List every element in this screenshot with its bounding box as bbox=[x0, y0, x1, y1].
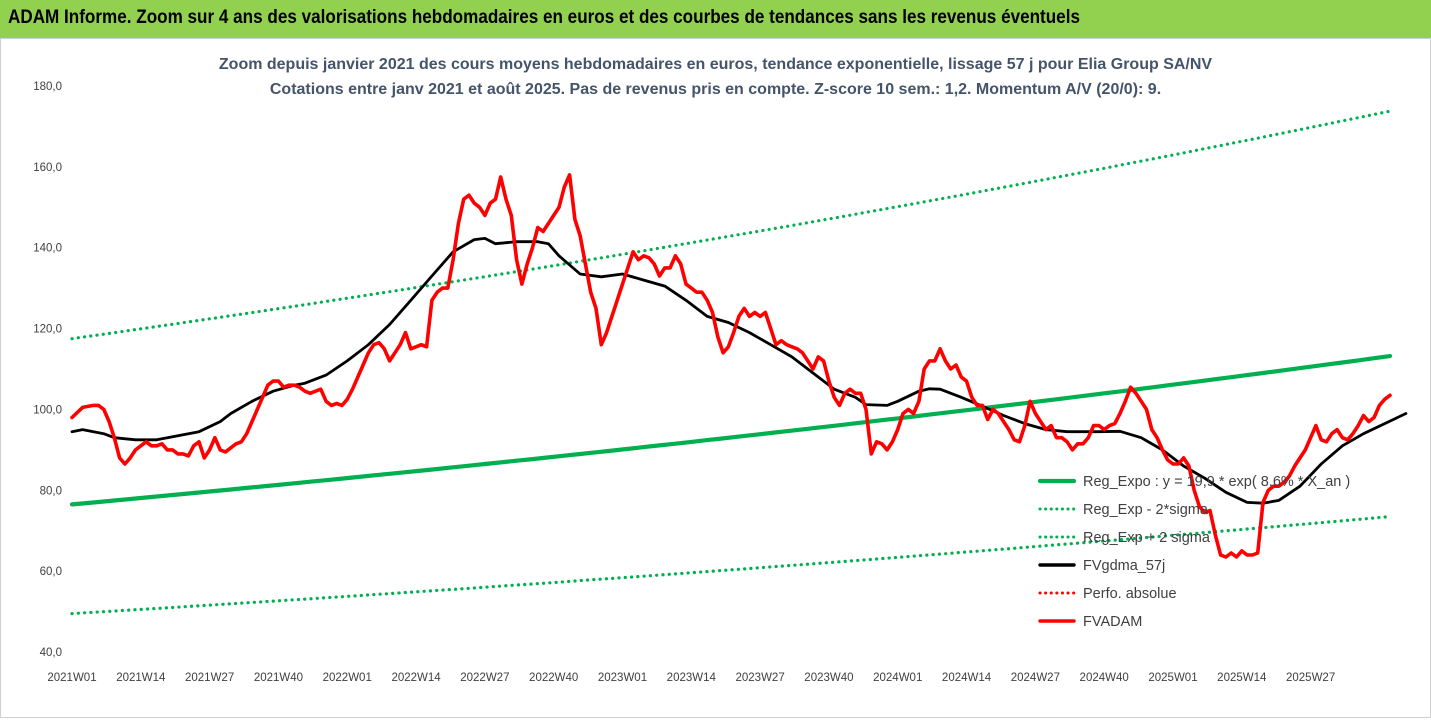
x-tick-label: 2022W40 bbox=[529, 672, 578, 684]
plot-area bbox=[69, 109, 1408, 616]
chart-subtitle: Cotations entre janv 2021 et août 2025. … bbox=[269, 81, 1162, 98]
x-tick-label: 2024W14 bbox=[942, 672, 992, 684]
series-line-3 bbox=[70, 236, 1408, 505]
x-tick-label: 2024W01 bbox=[873, 672, 922, 684]
legend-label: FVADAM bbox=[1083, 614, 1142, 630]
series-line-0 bbox=[69, 354, 1393, 507]
y-tick-label: 180,0 bbox=[33, 81, 62, 93]
series-line-5 bbox=[70, 173, 1392, 559]
y-tick-label: 140,0 bbox=[33, 243, 62, 255]
x-tick-label: 2025W27 bbox=[1286, 672, 1335, 684]
x-tick-label: 2022W14 bbox=[391, 672, 441, 684]
x-tick-label: 2023W01 bbox=[598, 672, 647, 684]
y-axis: 40,0 60,0 80,0 100,0 120,0 140,0 160,0 180,0 bbox=[33, 81, 62, 659]
x-tick-label: 2023W14 bbox=[667, 672, 717, 684]
x-tick-label: 2021W14 bbox=[116, 672, 166, 684]
y-tick-label: 160,0 bbox=[33, 162, 62, 174]
legend-label: Reg_Expo : y = 19,9 * exp( 8,6% * X_an ) bbox=[1083, 474, 1350, 490]
y-tick-label: 60,0 bbox=[40, 566, 62, 578]
chart-title: Zoom depuis janvier 2021 des cours moyen… bbox=[218, 56, 1213, 73]
y-tick-label: 100,0 bbox=[33, 404, 62, 416]
x-tick-label: 2024W27 bbox=[1011, 672, 1060, 684]
series-line-1 bbox=[70, 514, 1392, 616]
x-tick-label: 2021W27 bbox=[185, 672, 234, 684]
x-tick-label: 2022W01 bbox=[323, 672, 372, 684]
y-tick-label: 120,0 bbox=[33, 324, 62, 336]
x-tick-label: 2021W01 bbox=[47, 672, 96, 684]
series-line-2 bbox=[70, 109, 1392, 341]
x-tick-label: 2023W40 bbox=[804, 672, 853, 684]
legend: Reg_Expo : y = 19,9 * exp( 8,6% * X_an )… bbox=[1037, 474, 1350, 630]
x-tick-label: 2024W40 bbox=[1080, 672, 1129, 684]
y-tick-label: 80,0 bbox=[40, 485, 62, 497]
title-banner: ADAM Informe. Zoom sur 4 ans des valoris… bbox=[0, 0, 1431, 38]
legend-label: Reg_Exp - 2*sigma bbox=[1083, 502, 1209, 518]
x-axis: 2021W01 2021W14 2021W27 2021W40 2022W01 2022W… bbox=[47, 672, 1335, 684]
x-tick-label: 2025W01 bbox=[1148, 672, 1197, 684]
legend-label: Perfo. absolue bbox=[1083, 586, 1177, 602]
legend-label: FVgdma_57j bbox=[1083, 558, 1165, 574]
x-tick-label: 2025W14 bbox=[1217, 672, 1267, 684]
banner-title: ADAM Informe. Zoom sur 4 ans des valoris… bbox=[8, 7, 1080, 28]
x-tick-label: 2023W27 bbox=[735, 672, 784, 684]
legend-label: Reg_Exp + 2 sigma bbox=[1083, 530, 1211, 546]
x-tick-label: 2022W27 bbox=[460, 672, 509, 684]
x-tick-label: 2021W40 bbox=[254, 672, 303, 684]
y-tick-label: 40,0 bbox=[40, 647, 62, 659]
